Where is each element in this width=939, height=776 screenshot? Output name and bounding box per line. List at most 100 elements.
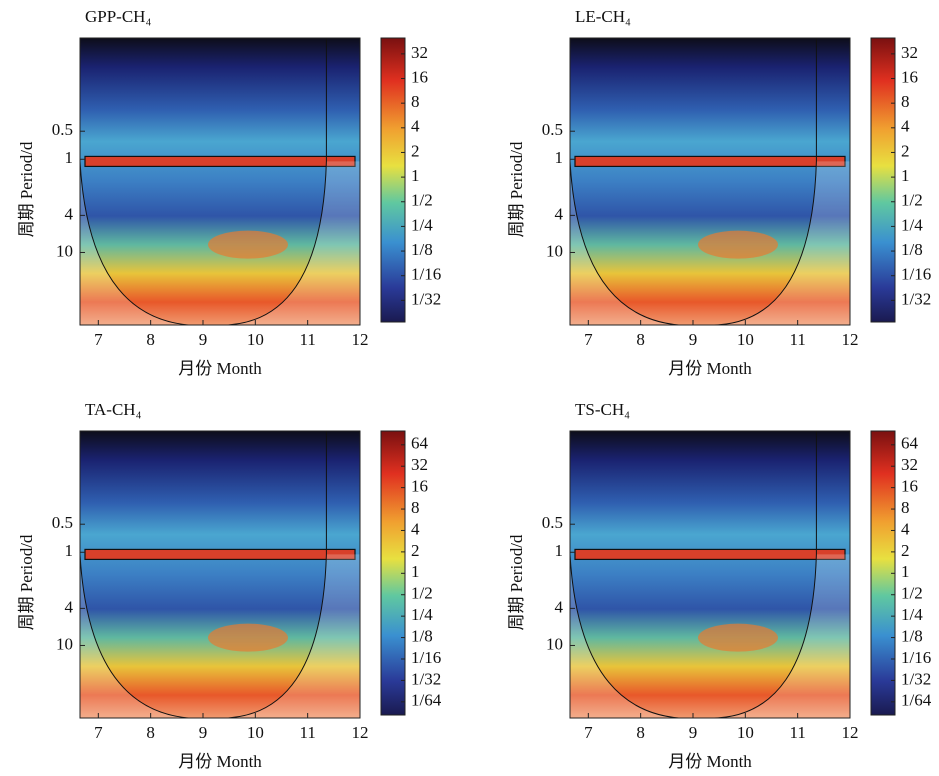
hot-region (698, 623, 778, 652)
heatmap (570, 38, 850, 325)
plot-frame (79, 430, 361, 719)
colorbar-tick-label: 1/8 (411, 626, 433, 645)
x-tick-label: 12 (352, 330, 369, 349)
y-tick-label: 4 (65, 204, 74, 223)
y-tick-label: 1 (555, 148, 564, 167)
outside-cone (570, 38, 850, 325)
y-tick-label: 10 (546, 241, 563, 260)
colorbar (380, 37, 406, 323)
x-tick-label: 7 (584, 723, 593, 742)
x-tick-label: 7 (584, 330, 593, 349)
colorbar-tick-label: 64 (901, 434, 919, 453)
x-tick-label: 9 (199, 723, 208, 742)
colorbar-tick-label: 16 (901, 67, 918, 86)
plot-frame (79, 37, 361, 326)
heat-field (80, 38, 360, 325)
panel-title: LE-CH₄ (575, 7, 631, 26)
colorbar-tick-label: 16 (411, 67, 428, 86)
outside-cone (80, 38, 360, 325)
coherence-band (84, 155, 356, 168)
colorbar-tick-label: 2 (901, 141, 910, 160)
hot-region (208, 623, 288, 652)
coherence-band (574, 548, 846, 561)
y-axis-label: 周期 Period/d (507, 141, 526, 237)
y-tick-label: 10 (56, 634, 73, 653)
heatmap (80, 431, 360, 718)
colorbar-tick-label: 1/8 (901, 240, 923, 259)
colorbar-tick-label: 16 (901, 477, 918, 496)
colorbar-tick-label: 1/16 (901, 648, 931, 667)
colorbar-tick-label: 1 (411, 562, 420, 581)
x-tick-label: 10 (737, 330, 754, 349)
colorbar-tick-label: 1/4 (411, 605, 433, 624)
y-tick-label: 10 (56, 241, 73, 260)
colorbar-tick-label: 1/32 (901, 289, 931, 308)
colorbar-tick-label: 4 (411, 117, 420, 136)
colorbar-tick-label: 1/8 (411, 240, 433, 259)
colorbar-tick-label: 2 (411, 541, 420, 560)
plot-frame (569, 430, 851, 719)
colorbar-tick-label: 2 (901, 541, 910, 560)
x-axis-label: 月份 Month (178, 752, 262, 771)
colorbar-tick-label: 1/2 (411, 191, 433, 210)
colorbar-tick-label: 64 (411, 434, 429, 453)
outside-cone (80, 431, 360, 718)
y-tick-label: 1 (65, 541, 74, 560)
y-axis-label: 周期 Period/d (17, 141, 36, 237)
colorbar-tick-label: 1/2 (901, 584, 923, 603)
x-tick-label: 11 (789, 723, 805, 742)
colorbar-tick-label: 1/4 (411, 215, 433, 234)
x-tick-label: 8 (146, 330, 155, 349)
colorbar-tick-label: 1/64 (411, 691, 442, 710)
y-tick-label: 0.5 (542, 513, 563, 532)
x-tick-label: 8 (636, 723, 645, 742)
colorbar (870, 37, 896, 323)
colorbar-tick-label: 1/32 (901, 669, 931, 688)
colorbar-tick-label: 32 (901, 43, 918, 62)
heat-field (570, 38, 850, 325)
x-tick-label: 9 (689, 723, 698, 742)
colorbar-tick-label: 4 (411, 519, 420, 538)
colorbar-tick-label: 2 (411, 141, 420, 160)
heatmap (570, 431, 850, 718)
x-tick-label: 11 (789, 330, 805, 349)
x-axis-label: 月份 Month (178, 359, 262, 378)
x-tick-label: 9 (199, 330, 208, 349)
y-tick-label: 1 (65, 148, 74, 167)
plot-frame (569, 37, 851, 326)
x-tick-label: 8 (636, 330, 645, 349)
colorbar-tick-label: 1 (901, 166, 910, 185)
colorbar-tick-label: 32 (411, 43, 428, 62)
x-axis-label: 月份 Month (668, 752, 752, 771)
colorbar-tick-label: 32 (411, 455, 428, 474)
x-tick-label: 9 (689, 330, 698, 349)
colorbar-tick-label: 1/32 (411, 289, 441, 308)
x-tick-label: 7 (94, 330, 103, 349)
y-tick-label: 4 (555, 204, 564, 223)
colorbar-tick-label: 1/8 (901, 626, 923, 645)
y-tick-label: 4 (65, 597, 74, 616)
colorbar-tick-label: 4 (901, 117, 910, 136)
colorbar-tick-label: 1/2 (411, 584, 433, 603)
colorbar-tick-label: 1/16 (411, 648, 441, 667)
x-tick-label: 10 (737, 723, 754, 742)
colorbar-tick-label: 1/16 (411, 265, 441, 284)
x-tick-label: 12 (352, 723, 369, 742)
x-tick-label: 11 (299, 723, 315, 742)
cone-of-influence (80, 431, 327, 718)
cone-of-influence (80, 38, 327, 325)
colorbar-tick-label: 1/64 (901, 691, 932, 710)
hot-region (698, 230, 778, 259)
colorbar-tick-label: 1/16 (901, 265, 931, 284)
x-tick-label: 12 (842, 330, 859, 349)
coherence-band (574, 155, 846, 168)
x-tick-label: 8 (146, 723, 155, 742)
panel-title: TS-CH₄ (575, 400, 630, 419)
cone-of-influence (570, 431, 817, 718)
outside-cone (570, 431, 850, 718)
colorbar-tick-label: 8 (901, 92, 910, 111)
y-tick-label: 0.5 (542, 120, 563, 139)
colorbar-tick-label: 8 (411, 498, 420, 517)
y-axis-label: 周期 Period/d (507, 534, 526, 630)
colorbar-tick-label: 1/4 (901, 605, 923, 624)
